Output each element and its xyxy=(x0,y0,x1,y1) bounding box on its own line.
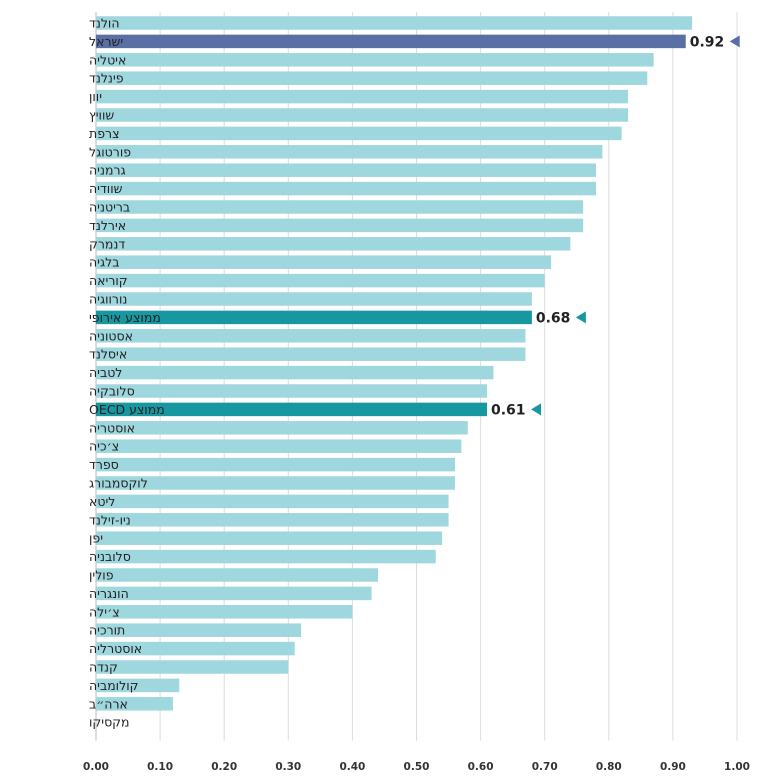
bar xyxy=(96,513,449,527)
category-label: צרפת xyxy=(89,126,120,141)
data-label: 0.68 xyxy=(536,310,571,326)
x-tick-label: 0.80 xyxy=(596,761,622,773)
bar xyxy=(96,34,686,49)
bar xyxy=(96,586,372,601)
bar xyxy=(96,310,532,325)
category-label: בריטניה xyxy=(89,200,130,215)
category-label: קנדה xyxy=(89,660,118,675)
category-label: אסטוניה xyxy=(89,328,133,343)
x-tick-label: 0.60 xyxy=(468,761,494,773)
data-label: 0.61 xyxy=(491,402,526,418)
category-label: נורווגיה xyxy=(89,292,127,307)
bar xyxy=(96,402,488,417)
bar xyxy=(96,531,443,545)
bar xyxy=(96,494,449,509)
bar xyxy=(96,145,603,159)
bar xyxy=(96,660,289,674)
category-label: צ׳ילה xyxy=(89,604,120,619)
bar xyxy=(96,255,552,269)
category-label: קולומביה xyxy=(89,678,138,693)
category-label: גרמניה xyxy=(89,163,126,178)
category-label: לוקסמבורג xyxy=(89,476,148,491)
bar xyxy=(96,697,173,711)
bar xyxy=(96,108,629,122)
category-label: ממוצע אירופי xyxy=(89,310,161,325)
category-label: בלגיה xyxy=(89,255,119,270)
bar xyxy=(96,641,295,656)
category-label: יוון xyxy=(89,89,102,104)
x-tick-label: 0.20 xyxy=(211,761,237,773)
category-label: ממוצע OECD xyxy=(89,402,165,417)
category-label: איסלנד xyxy=(89,347,127,362)
category-label: ארה״ב xyxy=(89,696,128,711)
category-label: ניו-זילנד xyxy=(89,512,131,527)
category-label: ספרד xyxy=(89,457,119,472)
x-tick-label: 0.90 xyxy=(660,761,686,773)
category-label: אוסטרליה xyxy=(89,641,142,656)
category-label: אוסטריה xyxy=(89,420,135,435)
bar xyxy=(96,218,584,233)
category-label: שוודיה xyxy=(89,181,123,196)
bar xyxy=(96,549,436,564)
category-label: קוריאה xyxy=(89,273,128,288)
x-tick-label: 0.30 xyxy=(275,761,301,773)
category-label: סלובקיה xyxy=(89,384,135,399)
x-tick-label: 0.00 xyxy=(83,761,109,773)
bar xyxy=(96,329,526,343)
data-label: 0.92 xyxy=(690,34,725,50)
x-tick-label: 0.70 xyxy=(532,761,558,773)
bar xyxy=(96,421,468,435)
x-tick-label: 1.00 xyxy=(724,761,750,773)
bar xyxy=(96,181,596,196)
bar xyxy=(96,273,545,288)
bar xyxy=(96,53,654,67)
category-label: פינלנד xyxy=(89,71,124,86)
bar xyxy=(96,292,532,306)
pointer-arrow-icon xyxy=(531,403,542,416)
x-tick-label: 0.10 xyxy=(147,761,173,773)
category-label: סלובניה xyxy=(89,549,131,564)
category-label: פולין xyxy=(89,568,114,583)
bar xyxy=(96,365,494,380)
category-label: תורכיה xyxy=(89,623,125,638)
bar xyxy=(96,237,571,251)
bar xyxy=(96,457,455,472)
bar xyxy=(96,623,302,637)
category-label: מקסיקו xyxy=(89,715,130,730)
x-tick-label: 0.40 xyxy=(339,761,365,773)
bar xyxy=(96,476,455,490)
category-label: הולנד xyxy=(89,16,120,31)
category-label: שוויץ xyxy=(89,108,114,123)
category-label: ישראל xyxy=(89,34,123,49)
bar xyxy=(96,439,462,453)
category-label: צ׳כיה xyxy=(89,439,119,454)
x-tick-label: 0.50 xyxy=(404,761,430,773)
pointer-arrow-icon xyxy=(729,35,740,48)
category-label: דנמרק xyxy=(89,236,125,251)
category-label: אירלנד xyxy=(89,218,126,233)
pointer-arrow-icon xyxy=(575,311,586,324)
category-label: הונגריה xyxy=(89,586,129,601)
bar xyxy=(96,678,180,693)
bar xyxy=(96,568,379,582)
bar xyxy=(96,347,526,361)
bar xyxy=(96,89,629,104)
category-label: איטליה xyxy=(89,52,126,67)
bar xyxy=(96,126,622,141)
category-label: ליטא xyxy=(89,494,115,509)
category-label: לטביה xyxy=(89,365,122,380)
category-label: יפן xyxy=(89,531,103,546)
bar xyxy=(96,200,584,214)
bar xyxy=(96,71,648,85)
bar xyxy=(96,16,693,30)
bar xyxy=(96,384,488,398)
bar xyxy=(96,163,596,177)
bar xyxy=(96,605,353,619)
category-label: פורטוגל xyxy=(89,144,131,159)
